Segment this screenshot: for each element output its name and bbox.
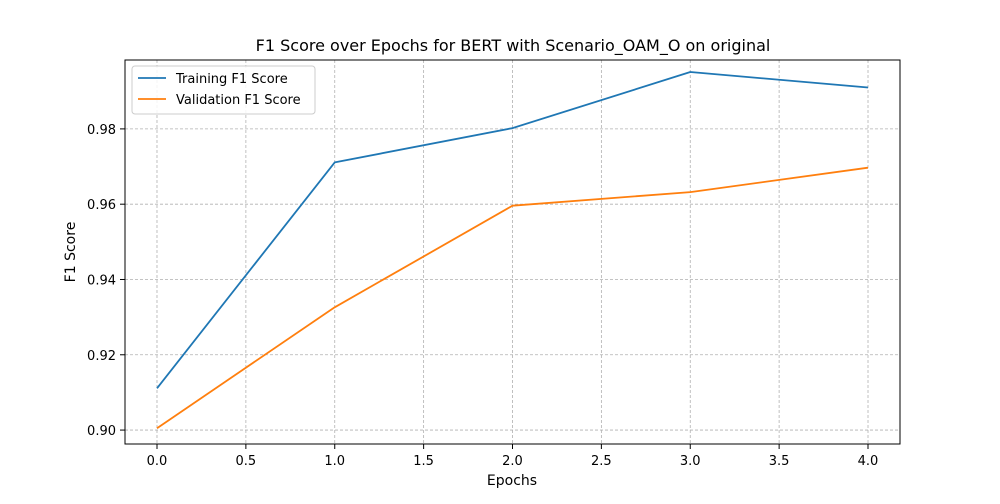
x-tick-label: 4.0 [858, 454, 879, 469]
x-tick-label: 2.5 [591, 454, 612, 469]
legend: Training F1 Score Validation F1 Score [131, 65, 316, 115]
series-line-2 [156, 166, 869, 429]
x-tick-label: 0.5 [236, 454, 257, 469]
legend-box [131, 65, 316, 115]
y-axis-ticks: 0.90 0.92 0.94 0.96 0.98 [87, 123, 125, 439]
x-tick-label: 3.0 [680, 454, 701, 469]
series-line-1 [156, 71, 869, 389]
x-tick-label: 0.0 [147, 454, 168, 469]
x-tick-label: 1.5 [413, 454, 434, 469]
y-tick-label: 0.92 [87, 349, 116, 364]
y-tick-label: 0.96 [87, 198, 116, 213]
chart-title: F1 Score over Epochs for BERT with Scena… [256, 36, 771, 56]
y-tick-label: 0.98 [87, 123, 116, 138]
y-tick-label: 0.90 [87, 424, 116, 439]
x-axis-ticks: 0.0 0.5 1.0 1.5 2.0 2.5 3.0 3.5 4.0 [147, 444, 879, 469]
series-lines [156, 71, 869, 429]
legend-label: Validation F1 Score [176, 93, 301, 108]
x-tick-label: 1.0 [324, 454, 345, 469]
y-axis-label: F1 Score [63, 222, 79, 283]
grid [125, 60, 900, 444]
x-tick-label: 2.0 [502, 454, 523, 469]
x-axis-label: Epochs [487, 473, 537, 489]
legend-label: Training F1 Score [175, 72, 288, 87]
x-tick-label: 3.5 [769, 454, 790, 469]
y-tick-label: 0.94 [87, 273, 116, 288]
